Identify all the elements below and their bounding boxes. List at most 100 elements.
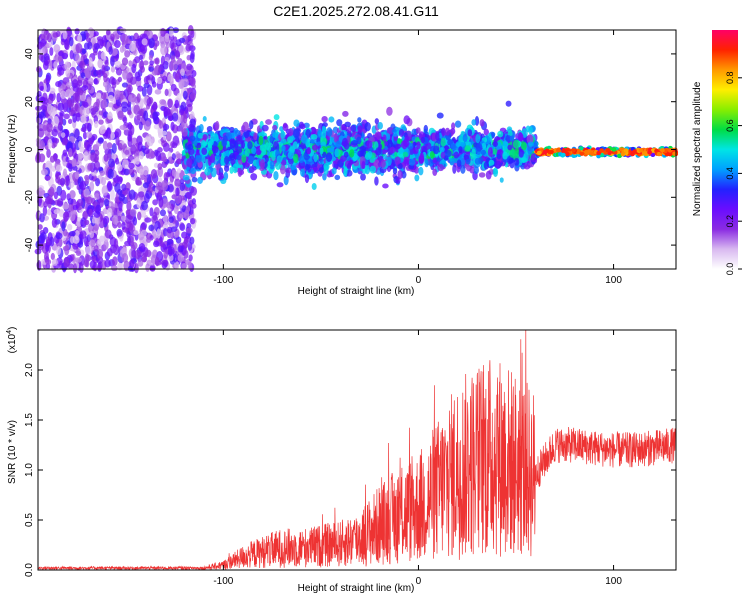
noise-point	[110, 33, 115, 42]
noise-point	[174, 50, 181, 60]
signal-point	[437, 163, 445, 172]
noise-point	[179, 223, 186, 231]
noise-point	[112, 214, 119, 225]
noise-point	[186, 227, 193, 234]
signal-point	[458, 146, 463, 154]
signal-point	[224, 155, 230, 165]
signal-point	[229, 153, 236, 161]
signal-point	[272, 132, 278, 139]
noise-point	[66, 81, 73, 88]
signal-point	[260, 159, 265, 170]
noise-point	[110, 66, 116, 73]
noise-point	[169, 27, 174, 37]
signal-point	[319, 167, 324, 173]
noise-point	[40, 96, 46, 104]
noise-point	[162, 215, 168, 223]
noise-point	[125, 209, 131, 215]
noise-point	[152, 199, 159, 206]
signal-point	[483, 128, 489, 136]
noise-point	[161, 259, 169, 266]
signal-point	[399, 147, 404, 154]
noise-point	[186, 63, 193, 71]
signal-point	[336, 119, 343, 127]
noise-point	[168, 216, 174, 224]
noise-point	[117, 110, 124, 121]
y-tick-label: 1.5	[24, 413, 35, 427]
noise-point	[117, 76, 123, 83]
colorbar: 0.00.20.40.60.8 Normalized spectral ampl…	[692, 30, 742, 275]
signal-point	[526, 134, 534, 145]
signal-point	[321, 115, 328, 123]
signal-point	[311, 182, 317, 191]
noise-point	[167, 88, 172, 97]
noise-point	[85, 37, 91, 43]
noise-point	[101, 92, 107, 100]
noise-point	[64, 129, 69, 139]
signal-point	[462, 133, 468, 143]
colorbar-gradient	[712, 30, 738, 269]
signal-point	[304, 174, 310, 184]
noise-point	[60, 189, 67, 201]
signal-point	[326, 127, 333, 137]
noise-point	[62, 118, 67, 126]
noise-point	[53, 61, 58, 69]
noise-point	[67, 263, 74, 270]
noise-point	[91, 217, 97, 224]
y-tick-label: 0.5	[24, 513, 35, 527]
signal-point	[485, 170, 492, 180]
signal-point	[403, 115, 411, 125]
noise-point	[177, 64, 183, 70]
x-tick-label: 100	[605, 275, 622, 286]
noise-point	[98, 110, 104, 116]
noise-point	[43, 29, 50, 41]
noise-point	[55, 175, 61, 184]
noise-point	[173, 253, 178, 263]
noise-point	[49, 87, 56, 95]
noise-point	[86, 131, 93, 139]
noise-point	[178, 45, 185, 55]
noise-point	[94, 120, 99, 129]
y-tick-label: 20	[24, 96, 35, 108]
noise-point	[68, 230, 76, 237]
noise-point	[79, 180, 87, 191]
signal-point	[364, 121, 371, 132]
signal-point	[479, 119, 485, 127]
noise-point	[39, 232, 47, 241]
signal-point	[351, 139, 359, 146]
chart-title: C2E1.2025.272.08.41.G11	[273, 3, 439, 19]
x-tick-label: 100	[605, 576, 622, 587]
signal-point	[261, 124, 269, 132]
noise-point	[127, 137, 133, 148]
noise-point	[51, 128, 58, 137]
signal-point	[455, 141, 463, 148]
noise-point	[46, 208, 52, 216]
noise-point	[139, 65, 145, 73]
signal-point	[248, 166, 255, 174]
noise-point	[76, 217, 82, 227]
noise-point	[146, 237, 152, 243]
signal-point	[419, 152, 425, 161]
noise-point	[137, 85, 144, 92]
noise-point	[160, 130, 168, 136]
noise-point	[163, 220, 169, 231]
noise-point	[159, 241, 165, 248]
signal-point	[197, 132, 204, 139]
signal-point	[247, 141, 253, 150]
noise-point	[89, 239, 96, 247]
noise-point	[117, 221, 122, 229]
signal-point	[201, 147, 208, 156]
signal-point	[344, 121, 351, 127]
noise-point	[94, 193, 100, 200]
signal-point	[323, 162, 330, 171]
noise-point	[191, 198, 197, 205]
signal-point	[280, 138, 287, 144]
noise-point	[114, 60, 122, 68]
signal-point	[187, 123, 195, 133]
noise-point	[121, 101, 128, 109]
noise-point	[81, 48, 87, 54]
noise-point	[138, 191, 145, 198]
noise-point	[128, 168, 135, 176]
noise-point	[122, 69, 129, 80]
